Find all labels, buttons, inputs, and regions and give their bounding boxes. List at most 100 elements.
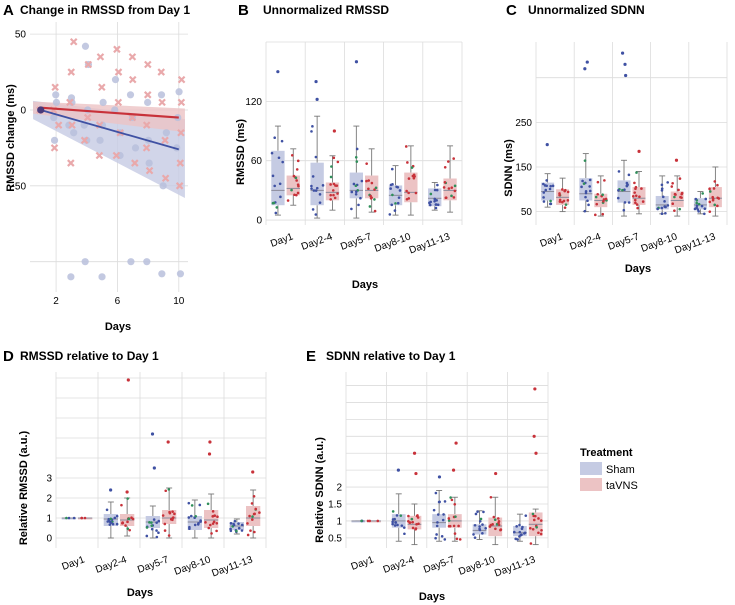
sham-data-point: [476, 510, 479, 513]
sham-data-point: [482, 510, 485, 514]
tavns-data-point: [489, 495, 493, 499]
tavns-data-point: [373, 209, 377, 213]
sham-data-point: [148, 521, 151, 524]
tavns-data-point: [455, 537, 459, 541]
tavns-data-point: [634, 194, 638, 198]
tavns-data-point: [164, 489, 168, 493]
tavns-data-point: [212, 520, 216, 524]
sham-data-point: [700, 204, 704, 208]
tavns-outlier: [208, 440, 212, 444]
legend-label-sham: Sham: [606, 464, 635, 476]
sham-data-point: [390, 167, 394, 171]
tavns-data-point: [211, 522, 215, 525]
sham-data-point: [663, 200, 666, 203]
tavns-data-point: [171, 516, 175, 520]
sham-data-point: [395, 514, 399, 517]
tavns-data-point: [121, 521, 124, 525]
tavns-point: [175, 182, 184, 190]
sham-outlier: [152, 466, 156, 470]
sham-data-point: [237, 526, 241, 530]
sham-data-point: [623, 201, 627, 204]
sham-data-point: [157, 519, 161, 523]
tavns-data-point: [336, 160, 340, 164]
tavns-data-point: [563, 189, 566, 193]
sham-data-point: [393, 209, 397, 212]
tavns-data-point: [673, 209, 676, 212]
sham-outlier: [396, 468, 400, 472]
sham-data-point: [481, 523, 484, 526]
sham-point: [70, 129, 78, 137]
x-tick-label: Day11-13: [408, 231, 452, 256]
sham-outlier: [437, 475, 442, 479]
tavns-data-point: [601, 212, 605, 216]
tavns-data-point: [602, 200, 605, 203]
sham-data-point: [428, 201, 431, 205]
sham-data-point: [514, 537, 518, 541]
tavns-data-point: [415, 522, 418, 526]
sham-point: [158, 270, 166, 278]
sham-data-point: [616, 196, 620, 200]
sham-outlier: [109, 488, 113, 492]
sham-data-point: [697, 210, 700, 213]
sham-point: [145, 159, 153, 167]
sham-data-point: [549, 184, 552, 188]
sham-data-point: [108, 523, 112, 526]
panel-title: Change in RMSSD from Day 1: [20, 3, 190, 17]
sham-outlier: [583, 67, 587, 71]
tavns-data-point: [558, 192, 561, 195]
sham-outlier: [150, 432, 155, 436]
tavns-data-point: [596, 192, 599, 196]
sham-data-point: [272, 201, 276, 205]
sham-data-point: [196, 523, 200, 526]
tavns-data-point: [452, 196, 456, 199]
tavns-data-point: [450, 498, 454, 502]
sham-data-point: [472, 533, 475, 536]
tavns-point: [66, 98, 74, 107]
tavns-data-point: [531, 512, 535, 516]
tavns-data-point: [678, 177, 682, 180]
sham-data-point: [396, 523, 399, 527]
tavns-data-point: [368, 205, 372, 208]
sham-point: [52, 98, 61, 106]
tavns-data-point: [332, 156, 336, 160]
sham-data-point: [199, 520, 202, 523]
sham-data-point: [350, 190, 354, 194]
tavns-outlier: [126, 378, 130, 382]
sham-point: [98, 273, 106, 281]
sham-data-point: [433, 197, 437, 201]
tavns-data-point: [561, 188, 564, 191]
sham-data-point: [703, 212, 706, 216]
sham-outlier: [354, 60, 359, 64]
tavns-data-point: [296, 183, 300, 186]
sham-data-point: [588, 185, 591, 188]
x-tick-label: Day1: [61, 554, 87, 572]
sham-data-point: [434, 206, 438, 210]
sham-data-point: [150, 527, 154, 531]
tavns-box: [708, 187, 722, 208]
tavns-point: [145, 166, 154, 175]
sham-data-point: [663, 205, 666, 208]
sham-data-point: [281, 160, 284, 164]
sham-data-point: [524, 514, 528, 517]
legend-swatch-sham: [580, 462, 602, 475]
sham-data-point: [311, 125, 314, 128]
tavns-data-point: [366, 519, 370, 523]
sham-data-point: [400, 524, 404, 527]
sham-data-point: [350, 207, 353, 211]
tavns-data-point: [124, 524, 127, 527]
tavns-data-point: [404, 145, 408, 148]
sham-data-point: [315, 186, 319, 190]
sham-data-point: [588, 189, 592, 193]
tavns-data-point: [332, 182, 336, 186]
sham-data-point: [435, 203, 438, 206]
tavns-point: [80, 136, 89, 145]
tavns-data-point: [295, 168, 299, 171]
tavns-data-point: [708, 187, 711, 191]
sham-data-point: [67, 516, 71, 520]
tavns-data-point: [558, 200, 562, 203]
tavns-data-point: [367, 187, 370, 191]
panel-d: D RMSSD relative to Day 1 Relative RMSSD…: [3, 348, 267, 599]
tavns-data-point: [370, 196, 373, 199]
